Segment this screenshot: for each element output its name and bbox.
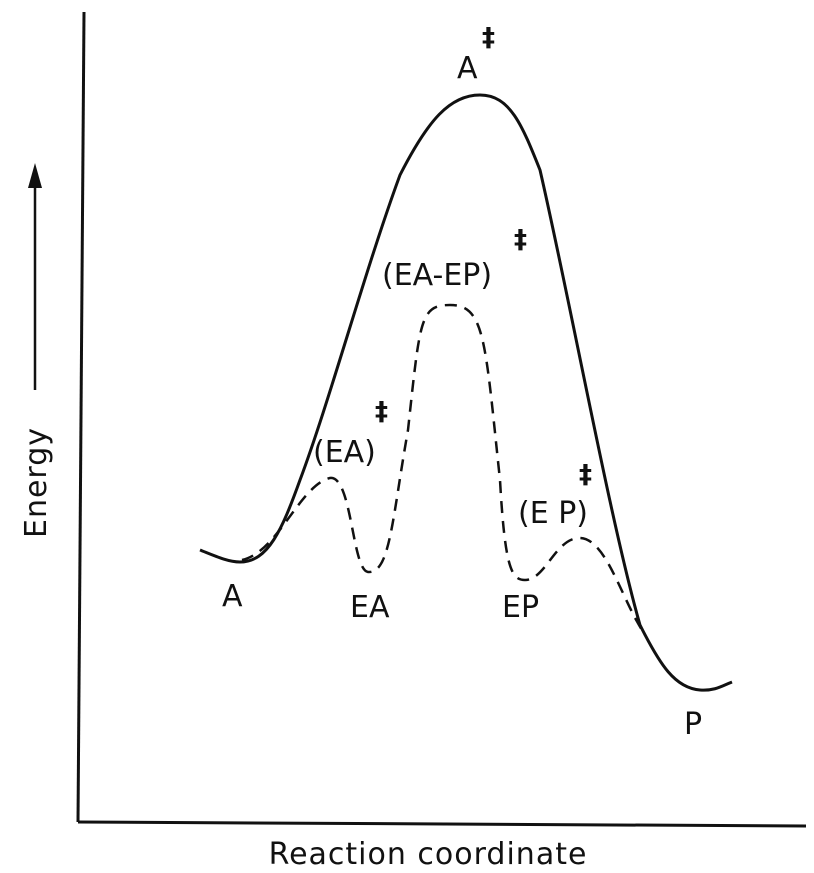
label-ep: EP: [502, 590, 539, 625]
x-axis-title: Reaction coordinate: [269, 837, 588, 872]
label-a-start: A: [222, 579, 243, 614]
y-axis-title: Energy: [19, 427, 54, 538]
y-axis: [76, 11, 86, 823]
label-eaep-ts: (EA-EP): [382, 258, 492, 293]
dagger-eaep-ts: ‡: [514, 225, 527, 255]
label-ea: EA: [350, 590, 390, 625]
label-a-ts: A: [457, 51, 478, 86]
catalyzed-curve: [241, 303, 644, 631]
label-ea-ts: (EA): [313, 435, 376, 470]
dagger-ea-ts: ‡: [375, 397, 388, 427]
x-axis: [77, 820, 807, 828]
label-ep-ts: (E P): [518, 496, 588, 531]
uncatalyzed-curve: [199, 93, 733, 692]
dagger-a-ts: ‡: [482, 23, 495, 53]
label-p: P: [684, 707, 702, 742]
energy-arrow-head: [28, 163, 42, 188]
dagger-ep-ts: ‡: [579, 460, 592, 490]
